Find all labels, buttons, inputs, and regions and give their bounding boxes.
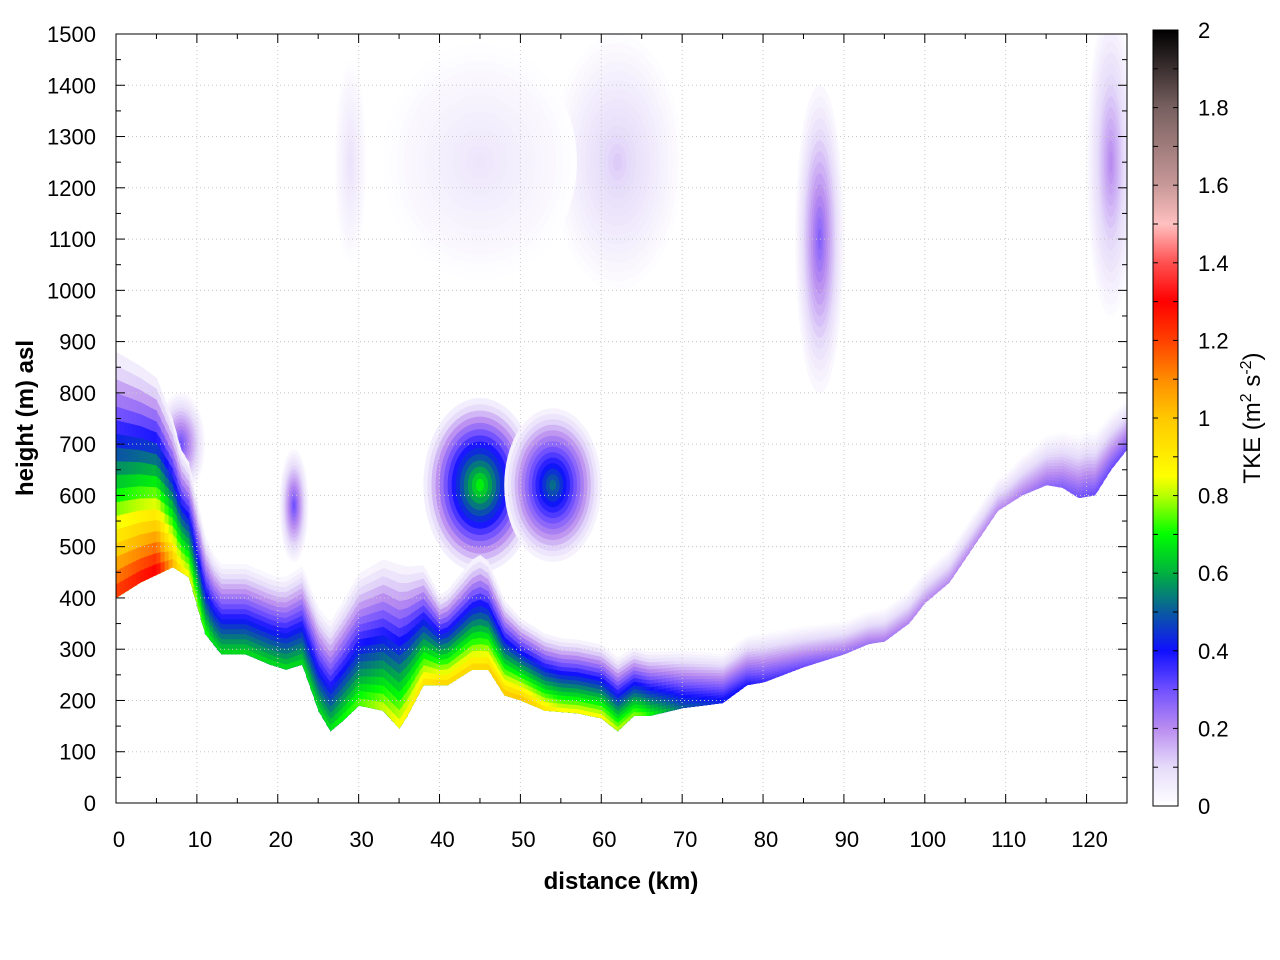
tke-contour	[549, 479, 557, 491]
tke-feature	[382, 44, 578, 281]
tke-contour	[292, 501, 295, 510]
x-tick-label: 10	[188, 827, 212, 852]
colorbar-tick-label: 1	[1198, 406, 1210, 431]
y-tick-label: 600	[59, 483, 96, 508]
x-tick-label: 50	[511, 827, 535, 852]
tke-feature	[423, 397, 537, 573]
colorbar-ticks: 0 0.2 0.4 0.6 0.8 1 1.2 1.4 1.6 1.8 2	[1153, 18, 1229, 819]
tke-feature	[279, 449, 309, 563]
y-tick-label: 400	[59, 586, 96, 611]
colorbar-tick-label: 1.2	[1198, 328, 1229, 353]
colorbar-label: TKE (m2 s-2)	[1238, 352, 1266, 483]
colorbar-tick-label: 1.4	[1198, 251, 1229, 276]
y-tick-label: 1400	[47, 73, 96, 98]
grid-lines	[116, 34, 1127, 803]
x-tick-label: 100	[909, 827, 946, 852]
x-tick-label: 110	[991, 827, 1026, 852]
y-tick-label: 1000	[47, 278, 96, 303]
x-tick-label: 70	[673, 827, 697, 852]
colorbar-tick-label: 1.8	[1198, 96, 1229, 121]
tke-contour	[473, 153, 487, 171]
y-tick-label: 1100	[49, 227, 96, 252]
y-tick-label: 500	[59, 535, 96, 560]
x-tick-label: 120	[1071, 827, 1108, 852]
colorbar-tick-label: 0	[1198, 794, 1210, 819]
tke-feature	[795, 85, 844, 393]
x-tick-label: 40	[430, 827, 454, 852]
tke-feature	[334, 59, 367, 265]
y-tick-label: 1500	[47, 22, 96, 47]
y-tick-label: 900	[59, 330, 96, 355]
x-tick-label: 30	[349, 827, 373, 852]
axis-ticks: 0 10 20 30 40 50 60 70 80 90 100 110 120010020030040…	[47, 22, 1128, 852]
colorbar-tick-label: 1.6	[1198, 173, 1229, 198]
tke-contour	[612, 153, 623, 172]
x-tick-label: 80	[754, 827, 778, 852]
tke-contour	[475, 478, 485, 492]
tke-feature	[504, 408, 602, 563]
colorbar-tick-label: 0.6	[1198, 561, 1229, 586]
colorbar-tick-label: 0.4	[1198, 639, 1229, 664]
x-tick-label: 20	[269, 827, 293, 852]
tke-contour	[1109, 151, 1113, 174]
x-tick-label: 90	[835, 827, 859, 852]
tke-surface-layer	[116, 447, 1127, 732]
x-axis-label: distance (km)	[544, 868, 699, 895]
y-tick-label: 200	[59, 688, 96, 713]
tke-field	[116, 34, 1127, 732]
colorbar-tick-label: 2	[1198, 18, 1210, 43]
y-tick-label: 100	[59, 740, 96, 765]
colorbar-tick-label: 0.2	[1198, 716, 1229, 741]
y-tick-label: 700	[59, 432, 96, 457]
y-tick-label: 1300	[47, 125, 96, 150]
tke-contour	[349, 154, 352, 170]
y-tick-label: 0	[84, 791, 96, 816]
y-tick-label: 1200	[47, 176, 96, 201]
tke-feature	[552, 34, 683, 291]
x-tick-label: 0	[113, 827, 125, 852]
tke-contour	[817, 228, 822, 251]
y-axis-label: height (m) asl	[12, 340, 39, 496]
colorbar-tick-label: 0.8	[1198, 484, 1229, 509]
x-tick-label: 60	[592, 827, 616, 852]
y-tick-label: 300	[59, 637, 96, 662]
tke-feature	[1086, 34, 1127, 316]
y-tick-label: 800	[59, 381, 96, 406]
